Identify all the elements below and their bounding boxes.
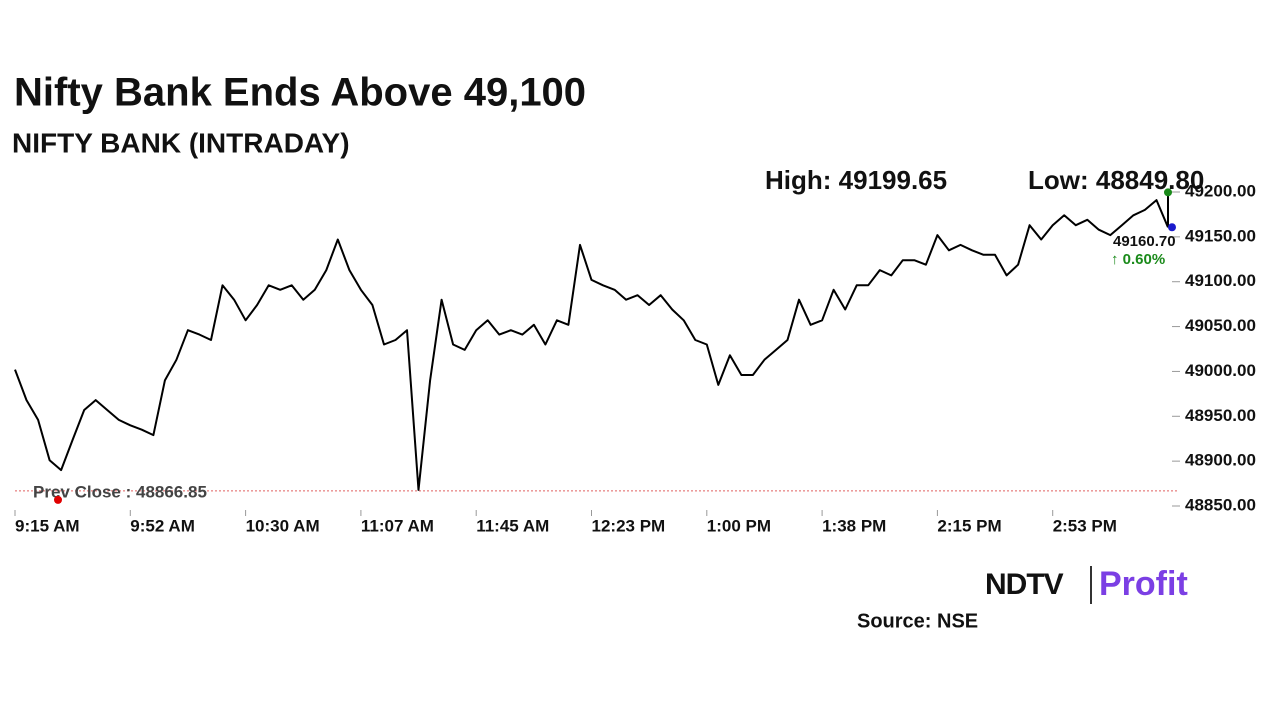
x-tick-label: 11:45 AM [476, 516, 549, 535]
price-line [14, 199, 1169, 491]
high-dot [1164, 188, 1172, 197]
y-tick-label: 49000.00 [1185, 361, 1256, 380]
source: Source: NSE [857, 610, 978, 632]
last-dot [1168, 223, 1176, 232]
chart-title: Nifty Bank Ends Above 49,100 [14, 71, 586, 115]
y-tick-label: 49200.00 [1185, 181, 1256, 200]
x-tick-label: 12:23 PM [592, 516, 666, 535]
last-label: 49160.70 [1113, 233, 1176, 250]
y-tick-label: 48950.00 [1185, 406, 1256, 425]
x-tick-label: 9:52 AM [130, 516, 195, 535]
x-tick-label: 10:30 AM [246, 516, 320, 535]
y-tick-label: 48900.00 [1185, 451, 1256, 470]
x-tick-label: 1:38 PM [822, 516, 886, 535]
y-tick-label: 49050.00 [1185, 316, 1256, 335]
change-label: ↑ 0.60% [1111, 251, 1165, 268]
brand-ndtv: NDTV [985, 568, 1064, 601]
brand-profit: Profit [1099, 565, 1188, 603]
x-tick-label: 11:07 AM [361, 516, 434, 535]
chart-subtitle: NIFTY BANK (INTRADAY) [12, 127, 350, 158]
y-tick-label: 49100.00 [1185, 271, 1256, 290]
x-tick-label: 2:53 PM [1053, 516, 1117, 535]
prev-close-dot [54, 495, 62, 504]
y-tick-label: 48850.00 [1185, 495, 1256, 514]
x-tick-label: 1:00 PM [707, 516, 771, 535]
y-tick-label: 49150.00 [1185, 226, 1256, 245]
prev-close-label: Prev Close : 48866.85 [33, 482, 207, 501]
low-label: Low: 48849.80 [1028, 165, 1204, 195]
x-tick-label: 2:15 PM [937, 516, 1001, 535]
x-tick-label: 9:15 AM [15, 516, 80, 535]
high-label: High: 49199.65 [765, 165, 947, 195]
